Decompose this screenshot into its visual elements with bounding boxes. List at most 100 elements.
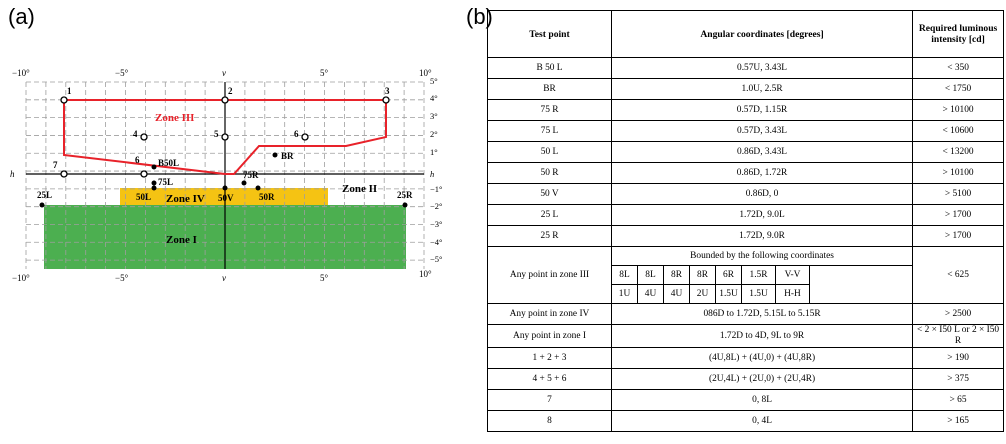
zone3-coord-cell: 1.5U <box>715 284 742 304</box>
right-degree-label: 3° <box>430 111 438 121</box>
point-2-marker <box>221 96 229 104</box>
25l-marker <box>39 202 45 208</box>
right-degree-label: −3° <box>430 219 442 229</box>
zone3-coord-cell: H-H <box>775 284 810 304</box>
test-point-cell: 50 R <box>487 162 612 184</box>
point-7-label: 7 <box>53 160 58 170</box>
table-row: 50 L 0.86D, 3.43L < 13200 <box>487 141 1005 163</box>
angular-coordinates-cell: 0, 8L <box>610 389 914 411</box>
table-row: 8 0, 4L > 165 <box>487 410 1005 432</box>
panel-a-label: (a) <box>8 4 35 29</box>
point-8-label: 6 <box>135 155 140 165</box>
test-point-cell: Any point in zone I <box>487 324 612 348</box>
photometric-test-diagram: −10° −5° v 5° 10° −10° −5° v 5° 10° 5° 4°… <box>10 68 442 283</box>
luminous-intensity-cell: > 2500 <box>912 303 1005 325</box>
test-point-cell: 75 R <box>487 99 612 121</box>
luminous-intensity-cell: > 165 <box>912 410 1005 432</box>
point-4-label: 4 <box>133 129 138 139</box>
right-degree-label: 5° <box>430 76 438 86</box>
luminous-intensity-cell: > 1700 <box>912 204 1005 226</box>
table-row: 50 R 0.86D, 1.72R > 10100 <box>487 162 1005 184</box>
50v-label: 50V <box>218 193 234 203</box>
point-6-marker <box>301 133 309 141</box>
test-point-cell: 25 R <box>487 225 612 247</box>
right-degree-label: −2° <box>430 201 442 211</box>
angular-coordinates-cell: 0.57U, 3.43L <box>610 57 914 79</box>
point-1-marker <box>60 96 68 104</box>
50l-marker <box>151 185 157 191</box>
right-degree-label: −4° <box>430 237 442 247</box>
zone3-coord-cell: 8R <box>689 265 716 285</box>
point-2-label: 2 <box>228 86 233 96</box>
zone-ii-label: Zone II <box>342 183 377 195</box>
luminous-intensity-table: Test point Angular coordinates [degrees]… <box>487 10 1005 432</box>
header-test-point: Test point <box>487 10 612 58</box>
point-3-label: 3 <box>385 86 390 96</box>
50r-marker <box>255 185 261 191</box>
degree-label-bottom-10: 10° <box>419 269 432 279</box>
luminous-intensity-cell: < 350 <box>912 57 1005 79</box>
angular-coordinates-cell: 1.72D to 4D, 9L to 9R <box>610 324 914 348</box>
zone3-coord-cell: 4U <box>637 284 664 304</box>
luminous-intensity-cell: < 1750 <box>912 78 1005 100</box>
b50l-marker <box>151 164 157 170</box>
angular-coordinates-cell: (2U,4L) + (2U,0) + (2U,4R) <box>610 368 914 390</box>
table-row: 25 R 1.72D, 9.0R > 1700 <box>487 225 1005 247</box>
test-point-cell: BR <box>487 78 612 100</box>
zone-iv-area <box>120 188 328 205</box>
point-5-marker <box>221 133 229 141</box>
point-4-marker <box>140 133 148 141</box>
angular-coordinates-cell: 0, 4L <box>610 410 914 432</box>
zone-iii-boundary <box>63 99 387 175</box>
degree-label-top-neg5: −5° <box>115 68 129 78</box>
right-degree-label: −1° <box>430 184 442 194</box>
test-point-cell: 25 L <box>487 204 612 226</box>
grid <box>25 81 425 269</box>
degree-label-top-5: 5° <box>320 68 329 78</box>
point-6-label: 6 <box>294 129 299 139</box>
angular-coordinates-cell: (4U,8L) + (4U,0) + (4U,8R) <box>610 347 914 369</box>
test-point-cell: B 50 L <box>487 57 612 79</box>
degree-label-top-neg10: −10° <box>12 68 30 78</box>
table-row: BR 1.0U, 2.5R < 1750 <box>487 78 1005 100</box>
luminous-intensity-cell: > 10100 <box>912 99 1005 121</box>
75r-marker <box>241 180 247 186</box>
right-degree-label: 2° <box>430 129 438 139</box>
zone-iii-row-a: Any point in zone III Bounded by the fol… <box>487 246 1005 304</box>
luminous-intensity-cell: > 65 <box>912 389 1005 411</box>
test-point-cell: 8 <box>487 410 612 432</box>
degree-label-bottom-v: v <box>222 273 226 283</box>
point-7-marker <box>60 170 68 178</box>
50l-label: 50L <box>136 192 151 202</box>
test-point-cell: Any point in zone IV <box>487 303 612 325</box>
point-1-label: 1 <box>67 86 72 96</box>
zone-iii-value-cell: < 625 <box>912 246 1005 304</box>
luminous-intensity-cell: > 190 <box>912 347 1005 369</box>
luminous-intensity-table-container: Test point Angular coordinates [degrees]… <box>487 10 1005 432</box>
test-point-cell: 50 V <box>487 183 612 205</box>
table-row: Any point in zone I 1.72D to 4D, 9L to 9R… <box>487 324 1005 348</box>
angular-coordinates-cell: 0.86D, 3.43L <box>610 141 914 163</box>
table-row: 75 R 0.57D, 1.15R > 10100 <box>487 99 1005 121</box>
25r-marker <box>402 202 408 208</box>
table-row: 25 L 1.72D, 9.0L > 1700 <box>487 204 1005 226</box>
zone3-coord-cell: 6R <box>715 265 742 285</box>
zone-iii-row-b: 8L 8L 8R 8R 6R 1.5R V-V <box>488 265 1004 304</box>
zone3-coord-cell: 1.5R <box>741 265 776 285</box>
angular-coordinates-cell: 0.57D, 1.15R <box>610 99 914 121</box>
header-angular-coordinates: Angular coordinates [degrees] <box>610 10 914 58</box>
table-header-row: Test point Angular coordinates [degrees]… <box>487 10 1005 58</box>
zone-iii-bounded-cell: Bounded by the following coordinates <box>610 246 914 266</box>
25l-label: 25L <box>37 190 52 200</box>
test-point-cell: 75 L <box>487 120 612 142</box>
angular-coordinates-cell: 0.86D, 1.72R <box>610 162 914 184</box>
table-row: Any point in zone IV 086D to 1.72D, 5.15L… <box>487 303 1005 325</box>
angular-coordinates-cell: 1.72D, 9.0L <box>610 204 914 226</box>
point-3-marker <box>382 96 390 104</box>
zone-iii-label-cell: Any point in zone III <box>487 246 612 304</box>
degree-label-bottom-neg10: −10° <box>12 273 30 283</box>
degree-label-bottom-neg5: −5° <box>115 273 129 283</box>
test-point-cell: 7 <box>487 389 612 411</box>
zone-iii-label: Zone III <box>155 112 194 124</box>
h-label-left: h <box>10 169 15 179</box>
